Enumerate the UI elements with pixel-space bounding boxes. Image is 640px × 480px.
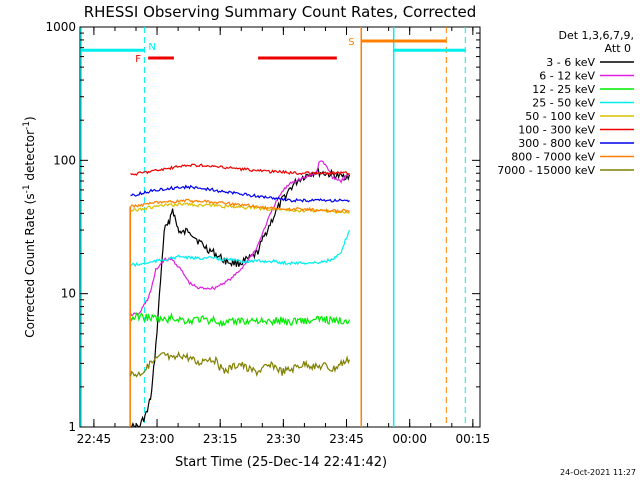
legend-entry-label: 3 - 6 keV xyxy=(546,56,595,69)
x-tick-label: 23:15 xyxy=(203,432,238,446)
x-tick-label: 23:45 xyxy=(329,432,364,446)
series-line xyxy=(130,184,350,203)
legend-entry-label: 800 - 7000 keV xyxy=(511,151,595,164)
x-axis-label: Start Time (25-Dec-14 22:41:42) xyxy=(175,455,387,470)
legend-entry-label: 12 - 25 keV xyxy=(532,83,595,96)
region-marker-label: N xyxy=(148,42,155,53)
x-tick-label: 00:15 xyxy=(456,432,491,446)
legend-entry-label: 7000 - 15000 keV xyxy=(497,164,595,177)
series-lines xyxy=(129,160,351,428)
x-axis: 22:45 23:00 23:15 23:30 23:45 00:00 00:15 xyxy=(77,27,491,446)
y-tick-label: 10 xyxy=(61,287,76,301)
y-tick-label: 100 xyxy=(53,153,76,167)
legend-entry-label: 6 - 12 keV xyxy=(539,70,595,83)
y-axis-label-main: Corrected Count Rate (s xyxy=(23,193,37,337)
y-tick-label: 1000 xyxy=(45,20,76,34)
legend-header-line-1: Det 1,3,6,7,9, xyxy=(558,29,634,42)
y-axis-label-mid: detector xyxy=(23,130,37,185)
series-line xyxy=(130,163,350,176)
flag-label: S xyxy=(348,37,354,48)
y-axis-label-end: ) xyxy=(23,116,37,121)
y-tick-label: 1 xyxy=(68,420,76,434)
series-line xyxy=(129,350,351,378)
series-line xyxy=(130,201,350,215)
x-tick-label: 22:45 xyxy=(77,432,112,446)
x-tick-label: 23:30 xyxy=(266,432,301,446)
legend-entry-label: 300 - 800 keV xyxy=(518,137,595,150)
y-axis-label: Corrected Count Rate (s-1 detector-1) xyxy=(22,116,37,337)
legend-entry-label: 25 - 50 keV xyxy=(532,97,595,110)
date-stamp: 24-Oct-2021 11:27 xyxy=(560,468,636,477)
x-tick-label: 00:00 xyxy=(392,432,427,446)
series-line xyxy=(130,229,351,268)
plot-frame xyxy=(79,26,481,428)
y-axis: 1 10 100 1000 xyxy=(45,20,480,434)
chart-title: RHESSI Observing Summary Count Rates, Co… xyxy=(84,3,477,21)
legend-header-line-2: Att 0 xyxy=(605,42,631,55)
flag-bars: FS xyxy=(135,37,447,65)
flag-label: F xyxy=(135,54,141,65)
series-line xyxy=(129,312,351,327)
y-axis-label-sup2: -1 xyxy=(22,121,32,130)
x-tick-label: 23:00 xyxy=(140,432,175,446)
series-line xyxy=(129,198,350,428)
legend-entry-label: 100 - 300 keV xyxy=(518,124,595,137)
series-line xyxy=(130,166,351,428)
legend-entry-label: 50 - 100 keV xyxy=(525,110,595,123)
y-axis-label-sup1: -1 xyxy=(22,184,32,193)
